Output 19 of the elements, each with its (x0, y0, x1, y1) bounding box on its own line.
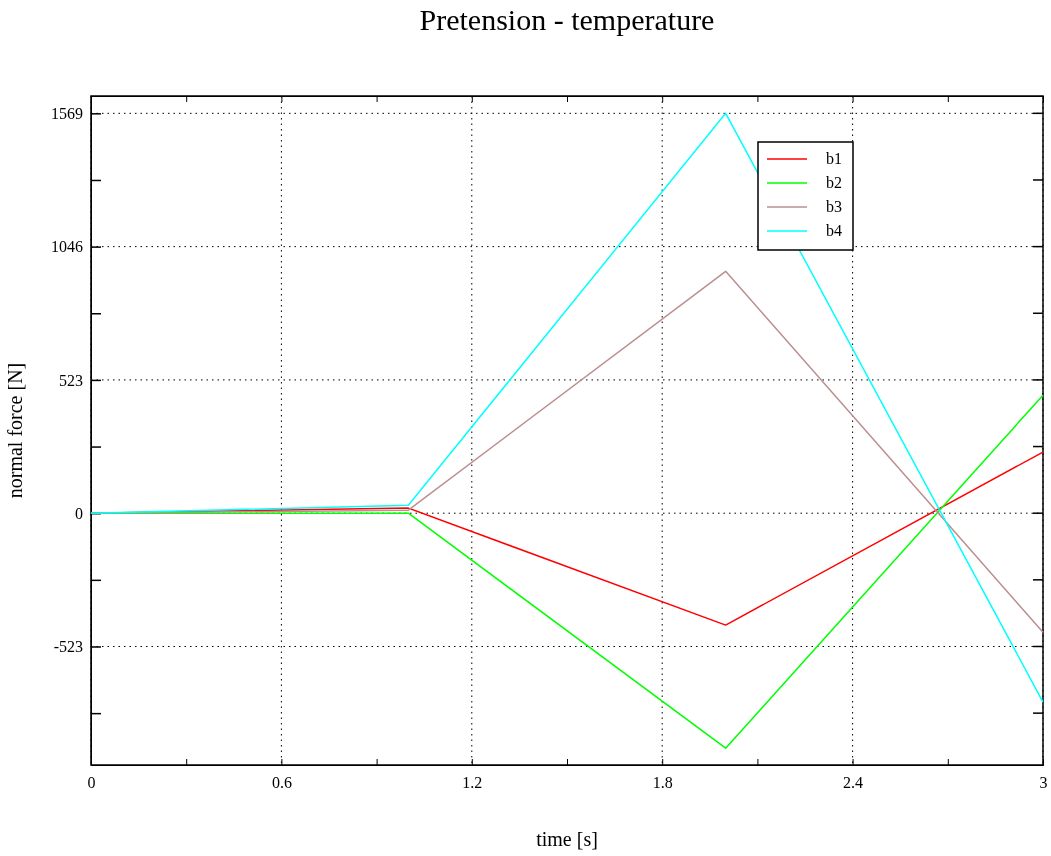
x-axis-title: time [s] (536, 828, 598, 850)
x-tick-label: 1.2 (462, 774, 483, 792)
y-tick-label: 0 (75, 504, 83, 522)
y-tick-label: -523 (53, 638, 83, 656)
line-series (90, 112, 1044, 703)
legend-label: b1 (826, 150, 842, 167)
y-tick-label: 1046 (51, 238, 83, 256)
legend-label: b3 (826, 198, 842, 215)
y-tick-label: 1569 (51, 104, 83, 122)
chart-title: Pretension - temperature (419, 3, 715, 36)
x-tick-label: 0 (87, 774, 96, 792)
y-axis-title: normal force [N] (4, 362, 26, 499)
x-tick-label: 3 (1039, 774, 1048, 792)
legend-label: b4 (826, 222, 842, 239)
x-tick-label: 0.6 (271, 774, 292, 792)
x-tick-label: 1.8 (652, 774, 673, 792)
x-tick-label: 2.4 (843, 774, 864, 792)
y-tick-label: 523 (59, 371, 83, 389)
legend-label: b2 (826, 174, 842, 191)
